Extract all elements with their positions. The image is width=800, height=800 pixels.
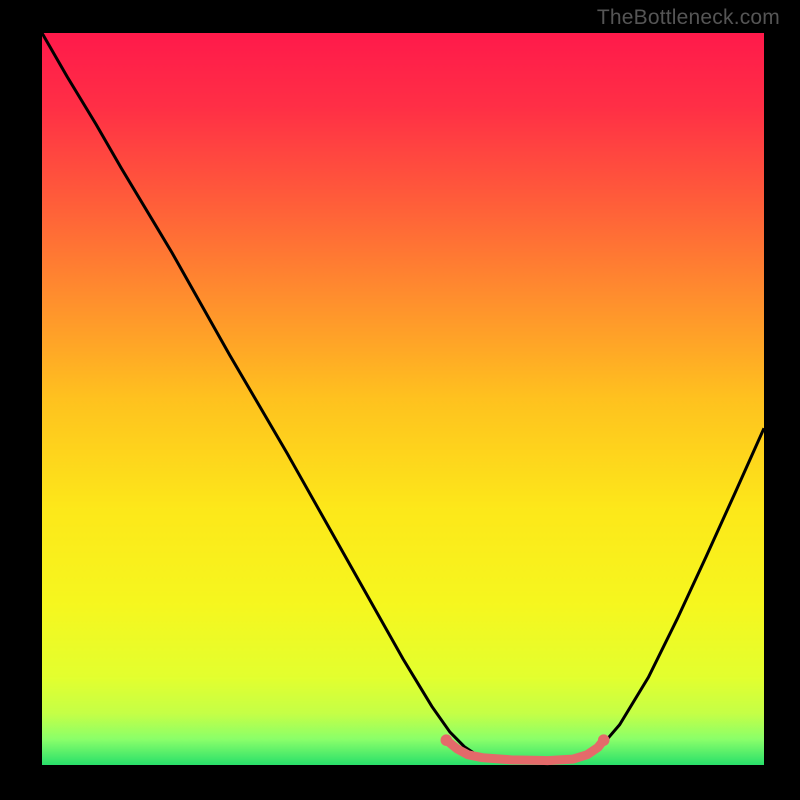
- bottleneck-curve: [42, 33, 764, 760]
- plot-area: [42, 33, 764, 765]
- watermark-text: TheBottleneck.com: [597, 6, 780, 30]
- curve-layer: [42, 33, 764, 765]
- valley-marker-cap-right: [598, 734, 610, 746]
- valley-marker-cap-left: [441, 734, 453, 746]
